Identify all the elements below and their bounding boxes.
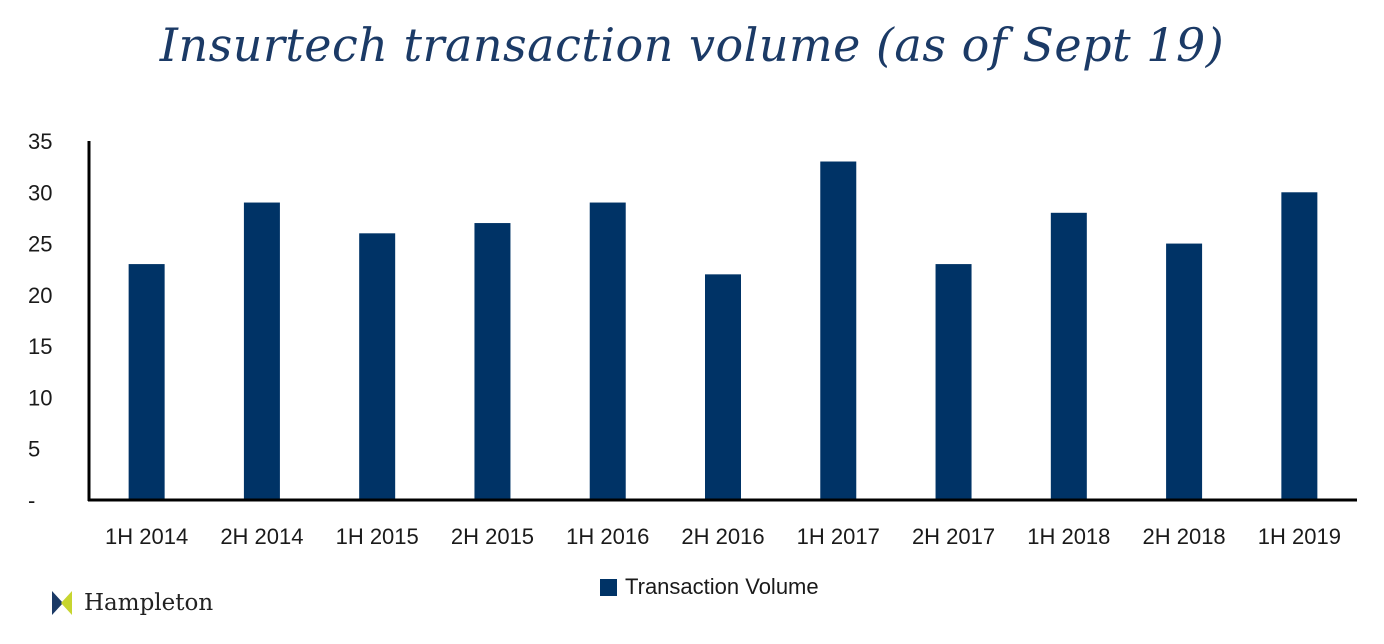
y-tick-label: 30 — [28, 180, 52, 205]
x-tick-label: 1H 2018 — [1027, 524, 1110, 549]
x-tick-label: 2H 2018 — [1142, 524, 1225, 549]
bar — [705, 274, 741, 500]
x-tick-label: 1H 2017 — [797, 524, 880, 549]
bar — [359, 233, 396, 501]
x-tick-label: 2H 2014 — [220, 524, 303, 549]
chart-title: Insurtech transaction volume (as of Sept… — [159, 18, 1225, 72]
bar — [1166, 243, 1203, 501]
legend-label: Transaction Volume — [625, 574, 819, 599]
x-tick-label: 1H 2019 — [1258, 524, 1341, 549]
y-tick-label: 10 — [28, 385, 52, 410]
x-tick-label: 2H 2017 — [912, 524, 995, 549]
x-tick-label: 1H 2015 — [336, 524, 419, 549]
y-tick-label: 25 — [28, 232, 52, 257]
y-tick-label: - — [28, 488, 35, 513]
bar — [1281, 192, 1318, 501]
bar — [128, 264, 165, 500]
y-tick-label: 20 — [28, 283, 52, 308]
bar — [474, 223, 511, 501]
x-tick-label: 2H 2016 — [681, 524, 764, 549]
bar — [820, 161, 857, 500]
hampleton-logo-icon — [52, 591, 72, 615]
y-tick-label: 5 — [28, 437, 40, 462]
legend: Transaction Volume — [600, 574, 819, 600]
legend-swatch — [600, 578, 617, 596]
x-tick-label: 2H 2015 — [451, 524, 534, 549]
x-tick-label: 1H 2014 — [105, 524, 188, 549]
y-tick-label: 15 — [28, 334, 52, 359]
bar — [935, 264, 972, 500]
bar — [589, 202, 626, 501]
bar-chart: - 5 10 15 20 25 30 35 1H 2014 2H 2014 1H 2015 2H 20… — [28, 129, 1357, 549]
hampleton-logo: Hampleton — [50, 590, 213, 616]
bar — [243, 202, 280, 501]
y-tick-label: 35 — [28, 129, 52, 154]
x-tick-label: 1H 2016 — [566, 524, 649, 549]
logo-text: Hampleton — [84, 590, 214, 616]
bar — [1050, 212, 1087, 501]
